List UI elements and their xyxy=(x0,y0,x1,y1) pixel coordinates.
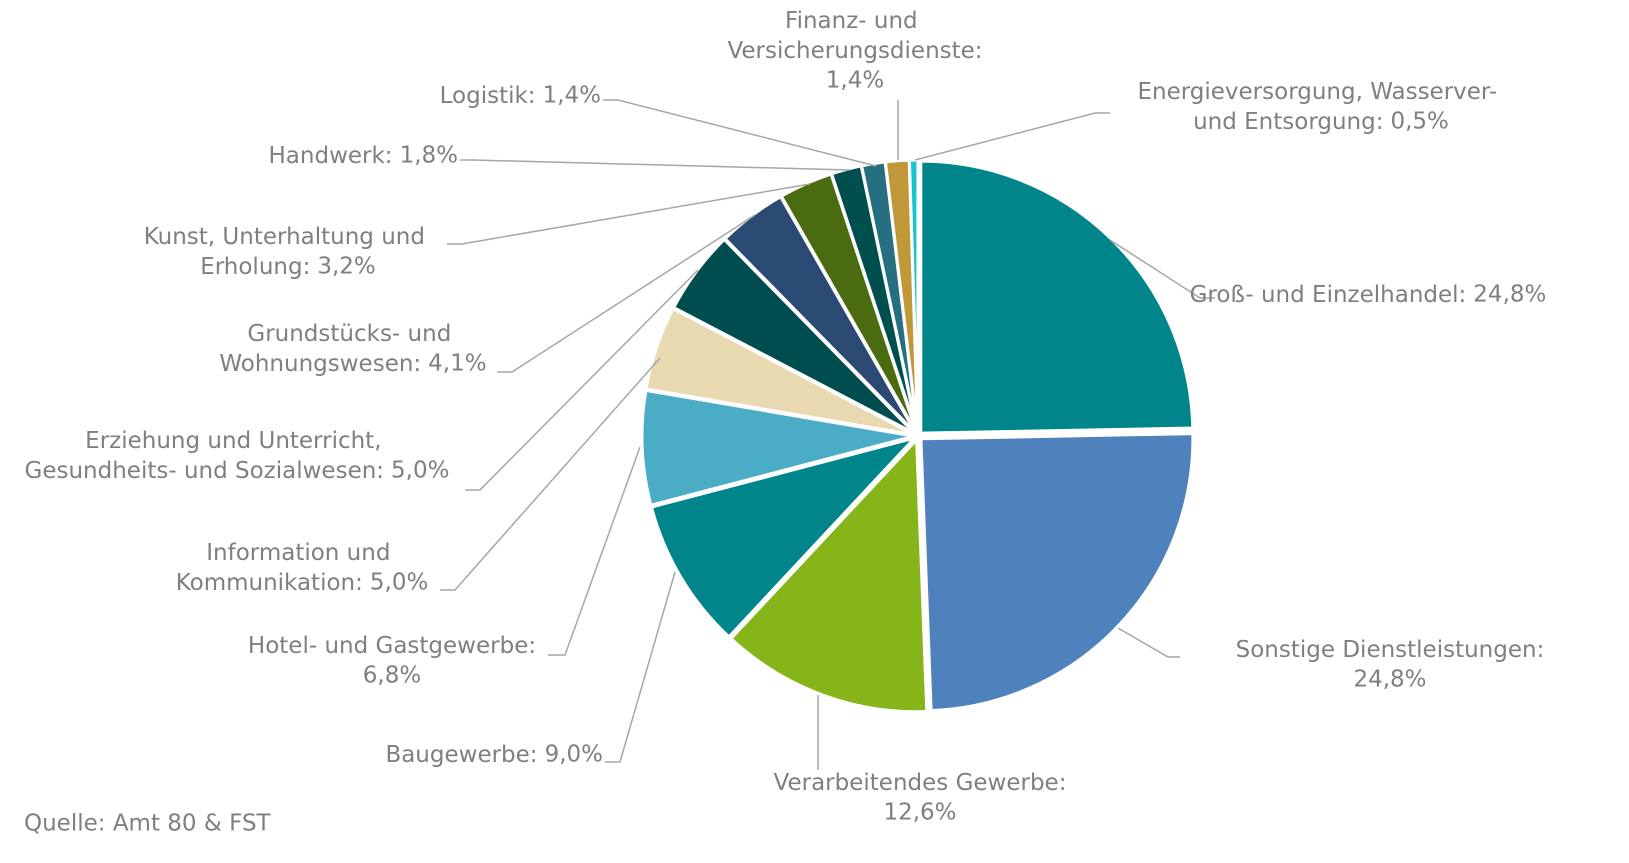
category-line: Groß- und Einzelhandel: xyxy=(1190,282,1467,308)
value-label: 3,2% xyxy=(317,254,375,280)
value-label: 24,8% xyxy=(1473,282,1546,308)
leader-line xyxy=(447,183,811,245)
category-line: Handwerk: xyxy=(269,143,393,169)
category-line: Grundstücks- und xyxy=(247,321,458,347)
leader-line xyxy=(548,446,641,656)
category-line: Hotel- und Gastgewerbe: xyxy=(248,633,536,659)
category-line: Sonstige Dienstleistungen: xyxy=(1236,637,1545,663)
source: Quelle: Amt 80 & FST xyxy=(24,811,272,837)
category-label: Grundstücks- und Wohnungswesen: xyxy=(219,321,458,377)
category-line: Verarbeitendes Gewerbe: xyxy=(774,770,1067,796)
category-label: Finanz- und Versicherungsdienste: xyxy=(727,8,982,64)
leader-line xyxy=(605,571,676,763)
category-line: Finanz- und xyxy=(785,8,925,34)
category-label: Kunst, Unterhaltung und Erholung: xyxy=(144,224,433,280)
leader-line xyxy=(1109,239,1215,299)
category-line: und Entsorgung: xyxy=(1193,109,1383,135)
value-label: 1,4% xyxy=(826,68,884,94)
category-label: Erziehung und Unterricht, Gesundheits- u… xyxy=(25,428,389,484)
category-line: Erziehung und Unterricht, xyxy=(85,428,389,454)
value-label: 6,8% xyxy=(363,663,421,689)
leader-line xyxy=(1117,627,1180,658)
value-label: 1,8% xyxy=(400,143,458,169)
category-line: Versicherungsdienste: xyxy=(727,38,982,64)
pie-slice xyxy=(649,435,920,640)
category-label: Logistik: xyxy=(440,83,536,109)
category-line: Kunst, Unterhaltung und xyxy=(144,224,433,250)
leader-line xyxy=(603,99,877,167)
value-label: 9,0% xyxy=(545,742,603,768)
leader-line xyxy=(465,269,699,491)
leader-line xyxy=(440,357,661,591)
category-label: Information und Kommunikation: xyxy=(176,540,398,596)
category-line: Information und xyxy=(206,540,398,566)
category-label: Handwerk: xyxy=(269,143,393,169)
category-label: Baugewerbe: xyxy=(385,742,537,768)
pie-slice xyxy=(640,388,915,508)
category-line: Wohnungswesen: xyxy=(219,351,421,377)
pie-slice xyxy=(919,432,1195,713)
pie-slice xyxy=(919,159,1195,435)
category-label: Groß- und Einzelhandel: xyxy=(1190,282,1467,308)
value-label: 12,6% xyxy=(883,800,956,826)
category-label: Energieversorgung, Wasserver- und Entsor… xyxy=(1137,79,1504,135)
category-line: Baugewerbe: xyxy=(385,742,537,768)
value-label: 4,1% xyxy=(428,351,486,377)
category-line: Kommunikation: xyxy=(176,570,363,596)
value-label: 5,0% xyxy=(370,570,428,596)
value-label: 1,4% xyxy=(543,83,601,109)
pie-slice xyxy=(728,436,929,714)
category-label: Sonstige Dienstleistungen: xyxy=(1236,637,1545,663)
leader-line xyxy=(460,159,851,171)
value-label: 24,8% xyxy=(1353,667,1426,693)
value-label: 0,5% xyxy=(1390,109,1448,135)
category-line: Logistik: xyxy=(440,83,536,109)
value-label: 5,0% xyxy=(391,458,449,484)
category-line: Gesundheits- und Sozialwesen: xyxy=(25,458,385,484)
leader-line xyxy=(497,214,756,373)
category-label: Hotel- und Gastgewerbe: xyxy=(248,633,536,659)
category-label: Verarbeitendes Gewerbe: xyxy=(774,770,1067,796)
category-line: Erholung: xyxy=(200,254,310,280)
category-line: Energieversorgung, Wasserver- xyxy=(1137,79,1504,105)
leader-line xyxy=(914,112,1110,161)
